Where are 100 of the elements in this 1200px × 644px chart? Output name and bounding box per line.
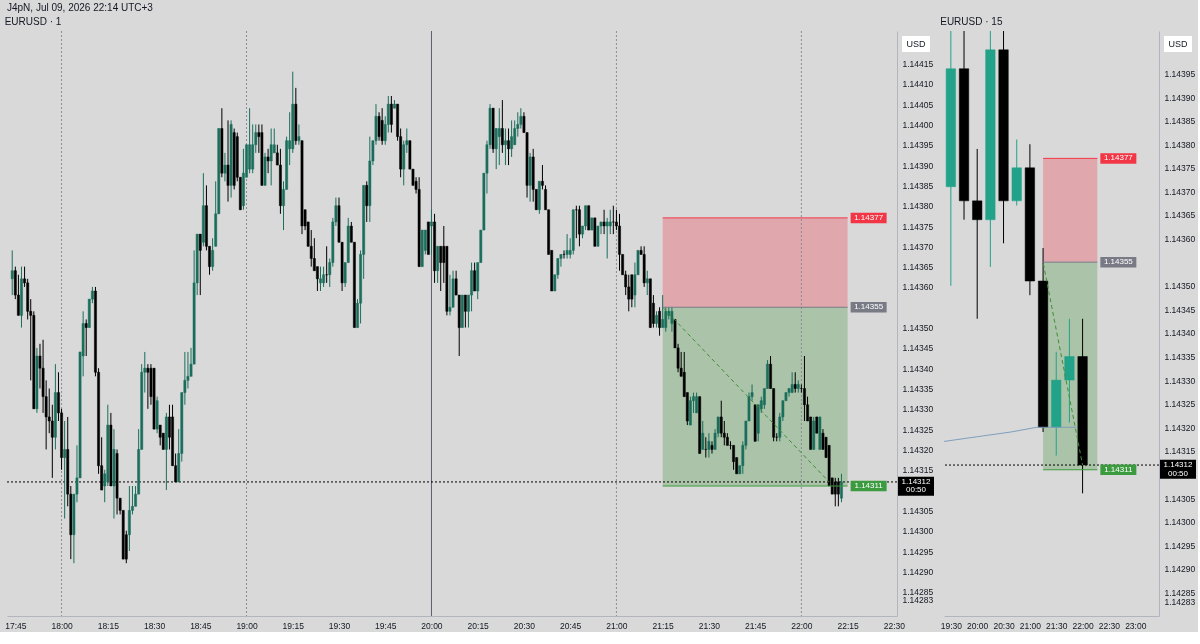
candlestick: [707, 432, 711, 459]
candlestick: [837, 477, 840, 507]
y-tick-label: 1.14283: [902, 595, 934, 606]
candlestick: [322, 266, 325, 288]
y-tick-label: 1.14360: [902, 282, 934, 293]
candlestick: [84, 318, 88, 357]
y-tick-label: 1.14300: [902, 526, 934, 537]
y-tick-label: 1.14385: [902, 180, 934, 191]
y-tick-label: 1.14390: [902, 160, 934, 171]
candlestick: [319, 266, 322, 292]
candlestick: [448, 274, 452, 316]
x-tick-label: 22:00: [1072, 620, 1094, 631]
data-label: 1.14311: [1104, 464, 1134, 474]
candlestick: [840, 473, 843, 503]
y-tick-label: 1.14340: [1164, 328, 1196, 339]
candlestick: [510, 119, 513, 158]
x-tick-label: 22:15: [837, 620, 860, 631]
x-tick-label: 18:30: [143, 620, 166, 631]
candlestick: [1064, 318, 1075, 424]
y-tick-label: 1.14380: [902, 201, 934, 212]
x-tick-label: 20:00: [421, 620, 443, 631]
y-tick-label: 1.14350: [1164, 281, 1196, 292]
x-tick-label: 20:30: [513, 620, 536, 631]
y-tick-label: 1.14410: [902, 79, 934, 90]
y-tick-label: 1.14335: [1164, 352, 1196, 363]
ref-line-label: 1.14312: [1163, 460, 1194, 470]
candlestick: [596, 225, 600, 247]
data-label: 1.14355: [1103, 257, 1134, 267]
candlestick: [732, 444, 735, 471]
candlestick: [504, 128, 507, 166]
y-tick-label: 1.14370: [1164, 186, 1196, 197]
text: J4pN, Jul 09, 2026 22:14 UTC+3: [7, 2, 154, 13]
candlestick: [605, 217, 609, 259]
y-tick-label: 1.14315: [1164, 446, 1196, 457]
x-tick-label: 17:45: [5, 620, 27, 631]
x-tick-label: 21:45: [745, 620, 767, 631]
y-tick-label: 1.14325: [1164, 399, 1196, 410]
candlestick: [562, 249, 566, 259]
candlestick: [266, 148, 270, 174]
y-tick-label: 1.14285: [1164, 587, 1196, 598]
candlestick: [611, 205, 615, 235]
line-series: [943, 426, 1077, 442]
candlestick: [584, 205, 587, 231]
y-tick-label: 1.14295: [1164, 540, 1196, 551]
candlestick: [541, 164, 544, 190]
candlestick: [63, 420, 67, 519]
x-tick-label: 19:15: [282, 620, 305, 631]
candlestick: [608, 209, 612, 235]
y-axis-title: USD: [1168, 39, 1188, 49]
y-tick-label: 1.14290: [902, 566, 934, 577]
y-tick-label: 1.14385: [1164, 116, 1196, 127]
candlestick: [269, 128, 273, 186]
candlestick: [146, 363, 150, 410]
x-tick-label: 21:15: [652, 620, 675, 631]
y-tick-label: 1.14400: [902, 119, 934, 130]
x-tick-label: 23:00: [1125, 620, 1147, 631]
x-tick-label: 18:15: [97, 620, 120, 631]
y-tick-label: 1.14290: [1164, 564, 1196, 575]
candlestick: [710, 440, 714, 454]
y-axis-title: USD: [906, 39, 926, 49]
y-tick-label: 1.14305: [902, 505, 934, 516]
y-tick-label: 1.14350: [902, 323, 934, 334]
y-tick-label: 1.14405: [902, 99, 934, 110]
text: 00:50: [905, 485, 927, 495]
y-tick-label: 1.14365: [902, 262, 934, 273]
x-tick-label: 20:30: [993, 620, 1015, 631]
candlestick: [602, 209, 606, 235]
x-tick-label: 21:30: [1046, 620, 1068, 631]
candlestick: [574, 205, 578, 239]
candlestick: [325, 245, 329, 284]
y-tick-label: 1.14305: [1164, 493, 1196, 504]
x-tick-label: 19:00: [236, 620, 258, 631]
candlestick: [565, 233, 569, 259]
x-tick-label: 19:30: [940, 620, 963, 631]
data-label: 1.14311: [854, 481, 884, 490]
text: 00:50: [1167, 468, 1189, 478]
y-tick-label: 1.14300: [1164, 517, 1196, 528]
candlestick: [10, 249, 14, 296]
candlestick: [704, 436, 708, 459]
y-tick-label: 1.14365: [1164, 210, 1196, 221]
x-tick-label: 21:30: [698, 620, 721, 631]
data-label: 1.14355: [854, 302, 884, 312]
candlestick: [501, 99, 504, 154]
data-label: 1.14377: [854, 212, 884, 222]
y-tick-label: 1.14345: [1164, 304, 1196, 315]
y-tick-label: 1.14335: [902, 384, 934, 394]
y-tick-label: 1.14295: [902, 546, 934, 557]
chart-title: EURUSD · 1: [4, 15, 62, 27]
y-tick-label: 1.14390: [1164, 92, 1196, 103]
candlestick: [972, 148, 983, 320]
candlestick: [701, 420, 705, 450]
y-tick-label: 1.14325: [902, 424, 934, 435]
x-tick-label: 18:45: [190, 620, 212, 631]
y-tick-label: 1.14315: [902, 465, 934, 476]
candlestick: [645, 270, 649, 296]
candlestick: [790, 371, 794, 394]
y-tick-label: 1.14395: [1164, 68, 1196, 79]
y-tick-label: 1.14340: [902, 363, 934, 374]
x-tick-label: 19:30: [328, 620, 351, 631]
x-tick-label: 20:15: [467, 620, 490, 631]
